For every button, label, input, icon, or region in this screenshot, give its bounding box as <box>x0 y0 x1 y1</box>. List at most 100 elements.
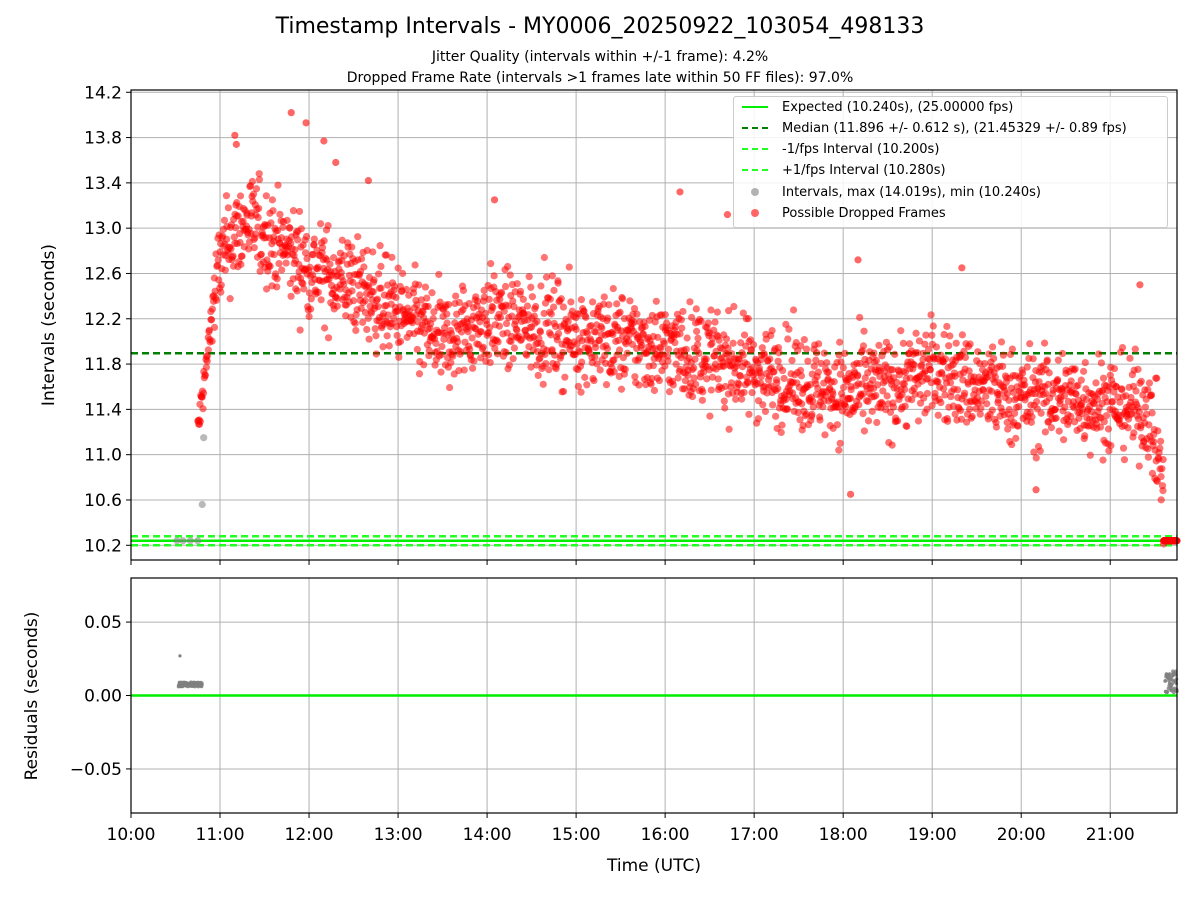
dropped-frame-point <box>679 307 687 316</box>
y-tick-label: 13.8 <box>84 129 122 149</box>
dropped-frame-point <box>1015 402 1023 411</box>
legend-item-dropped: Possible Dropped Frames <box>740 203 946 223</box>
y-tick-label: 0.05 <box>84 613 122 633</box>
dropped-frame-point <box>926 365 934 374</box>
dropped-frame-point <box>551 351 559 359</box>
dropped-frame-point <box>485 295 493 303</box>
legend-label-intervals: Intervals, max (14.019s), min (10.240s) <box>782 184 1041 200</box>
dropped-frame-point <box>356 291 364 299</box>
dropped-frame-point <box>590 376 598 385</box>
dropped-frame-point <box>330 254 338 262</box>
dropped-frame-point <box>835 446 843 454</box>
dropped-frame-point <box>508 312 516 320</box>
dropped-frame-point <box>425 352 433 360</box>
dropped-frame-point <box>408 319 416 327</box>
dropped-frame-point <box>466 345 474 353</box>
dropped-frame-point <box>317 296 325 304</box>
dropped-frame-point <box>796 366 805 375</box>
dropped-frame-point <box>1010 409 1019 417</box>
dropped-frame-point <box>839 364 847 372</box>
dropped-frame-point <box>695 349 703 358</box>
dropped-frame-point <box>921 340 929 348</box>
dropped-frame-point <box>297 225 305 233</box>
dropped-frame-point <box>1028 413 1036 421</box>
dropped-frame-point <box>854 256 862 264</box>
dropped-frame-point <box>633 310 641 318</box>
dropped-frame-point <box>217 281 225 289</box>
dropped-frame-point <box>837 358 845 366</box>
dropped-frame-point <box>600 300 608 308</box>
dropped-frame-point <box>661 311 669 319</box>
dropped-frame-point <box>609 330 617 339</box>
dropped-frame-point <box>349 278 357 287</box>
dropped-frame-point <box>1047 424 1055 432</box>
residual-point <box>200 682 204 687</box>
dropped-frame-point <box>554 279 562 287</box>
dropped-frame-point <box>966 340 974 348</box>
dropped-frame-point <box>377 284 385 292</box>
dropped-frame-point <box>592 328 600 336</box>
dropped-frame-point <box>1009 388 1018 396</box>
dropped-frame-point <box>501 282 510 291</box>
dropped-frame-point <box>699 388 707 396</box>
dropped-frame-point <box>582 313 590 321</box>
dropped-frame-point <box>961 389 969 397</box>
dropped-frame-point <box>1055 427 1063 435</box>
dropped-frame-point <box>888 366 897 374</box>
dropped-frame-point <box>873 381 882 389</box>
dropped-frame-point <box>775 349 783 357</box>
dropped-frame-point <box>421 283 430 291</box>
dropped-frame-point <box>1041 389 1050 397</box>
dropped-frame-point <box>1071 365 1079 373</box>
dropped-frame-point <box>377 262 385 271</box>
dropped-frame-point <box>713 308 721 316</box>
dropped-frame-point <box>941 355 950 363</box>
dropped-frame-point <box>383 332 391 340</box>
dropped-frame-point <box>1032 486 1040 494</box>
dropped-frame-point <box>510 344 519 352</box>
dropped-frame-point <box>249 190 258 198</box>
dropped-frame-point <box>621 365 629 374</box>
dropped-frame-point <box>548 272 556 280</box>
y-tick-label: 0.00 <box>84 687 122 707</box>
dropped-frame-point <box>836 370 844 378</box>
dropped-frame-point <box>864 417 873 425</box>
dropped-frame-point <box>763 389 771 397</box>
dropped-frame-point <box>326 260 334 268</box>
dropped-frame-point <box>912 329 920 337</box>
dropped-frame-point <box>812 356 820 364</box>
dropped-frame-point <box>932 343 941 351</box>
dropped-frame-point <box>212 296 221 304</box>
dropped-frame-point <box>796 416 804 424</box>
dropped-frame-point <box>557 295 565 303</box>
dropped-frame-point <box>447 359 455 367</box>
dropped-frame-point <box>490 196 499 204</box>
dropped-frame-point <box>690 364 698 372</box>
chart-subtitle-dropped: Dropped Frame Rate (intervals >1 frames … <box>346 70 854 86</box>
top-scatter-points <box>173 109 1181 548</box>
dropped-frame-point <box>800 336 808 344</box>
dropped-frame-point <box>270 250 278 259</box>
dropped-frame-point <box>943 322 951 331</box>
dropped-frame-point <box>954 386 962 394</box>
dropped-frame-point <box>1099 374 1108 382</box>
x-tick-label: 17:00 <box>730 825 779 845</box>
dropped-frame-point <box>816 416 824 424</box>
dropped-frame-point <box>287 292 295 300</box>
dropped-frame-point <box>1150 437 1158 446</box>
dropped-frame-point <box>987 387 996 395</box>
dropped-frame-point <box>875 341 883 349</box>
dropped-frame-point <box>437 368 445 376</box>
y-tick-label: −0.05 <box>70 760 122 780</box>
dropped-frame-point <box>452 292 460 300</box>
dropped-frame-point <box>758 344 766 352</box>
dropped-frame-point <box>1159 487 1167 495</box>
dropped-frame-point <box>1120 456 1129 464</box>
dropped-frame-point <box>402 285 411 294</box>
legend-item-expected: Expected (10.240s), (25.00000 fps) <box>740 97 1013 117</box>
dropped-frame-point <box>694 334 702 342</box>
dropped-frame-point <box>310 240 318 249</box>
dropped-frame-point <box>1081 432 1089 440</box>
dropped-frame-point <box>744 379 752 387</box>
dropped-frame-point <box>1130 429 1138 437</box>
